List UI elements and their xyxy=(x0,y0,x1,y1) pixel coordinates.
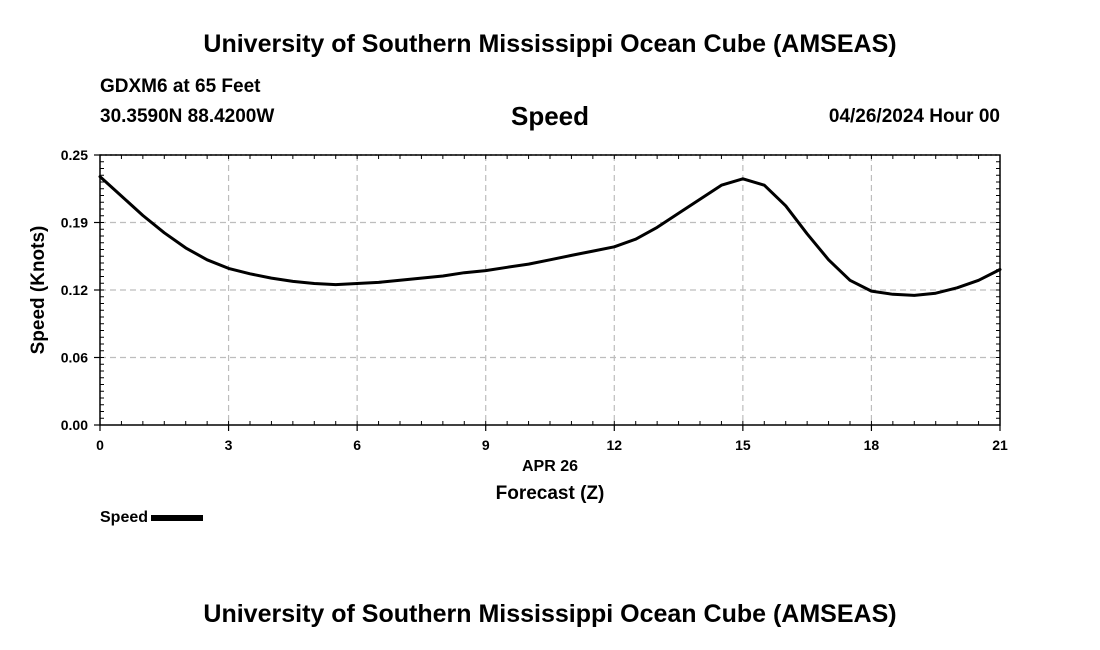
y-tick-label: 0.00 xyxy=(61,417,88,433)
grid-lines xyxy=(100,154,1000,425)
station-label: GDXM6 at 65 Feet xyxy=(100,76,261,97)
y-tick-label: 0.12 xyxy=(61,282,88,298)
x-tick-label: 15 xyxy=(735,437,751,453)
y-tick-label: 0.06 xyxy=(61,350,88,366)
axis-ticks xyxy=(94,154,1001,431)
x-date-label: APR 26 xyxy=(521,458,579,475)
x-tick-label: 12 xyxy=(606,437,622,453)
x-tick-label: 21 xyxy=(992,437,1008,453)
legend: Speed xyxy=(100,509,204,527)
tick-labels: 0 3 6 9 12 15 18 21 0.00 0.06 0.12 0.19 0.25 xyxy=(61,147,1008,453)
legend-swatch xyxy=(151,515,204,521)
x-tick-label: 9 xyxy=(482,437,490,453)
legend-label: Speed xyxy=(100,509,149,526)
series-line-0 xyxy=(98,175,1002,297)
x-tick-label: 3 xyxy=(225,437,233,453)
y-tick-label: 0.25 xyxy=(61,147,88,163)
page-title: University of Southern Mississippi Ocean… xyxy=(203,30,897,58)
footer-title: University of Southern Mississippi Ocean… xyxy=(203,600,897,628)
y-tick-label: 0.19 xyxy=(61,215,88,231)
series-layer xyxy=(98,175,1002,297)
x-tick-label: 18 xyxy=(864,437,880,453)
plot-frame xyxy=(99,154,1001,426)
coordinates-label: 30.3590N 88.4200W xyxy=(100,106,275,127)
x-axis-label: Forecast (Z) xyxy=(495,483,605,504)
x-tick-label: 0 xyxy=(96,437,104,453)
y-axis-label: Speed (Knots) xyxy=(28,226,49,355)
forecast-date: 04/26/2024 Hour 00 xyxy=(828,106,1000,127)
x-tick-label: 6 xyxy=(353,437,361,453)
chart-title: Speed xyxy=(510,101,590,131)
